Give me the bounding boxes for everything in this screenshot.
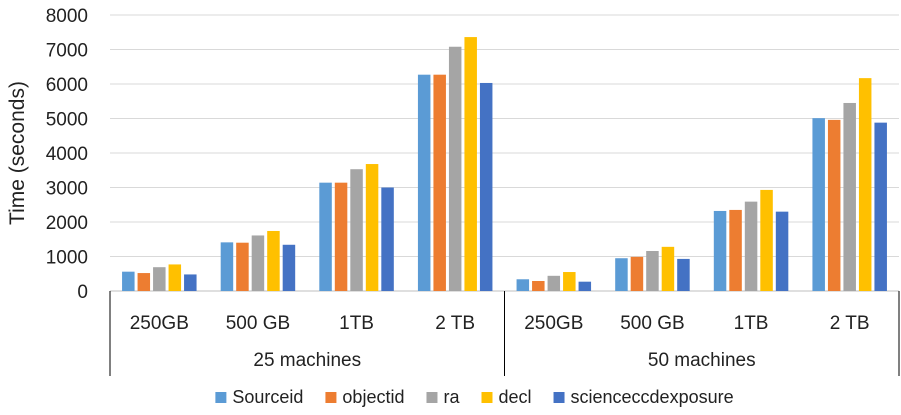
y-axis-label: Time (seconds): [6, 81, 29, 225]
legend-label: decl: [498, 387, 531, 407]
x-tick-label: 2 TB: [435, 313, 475, 334]
bar-scienceccdexposure: [479, 82, 493, 291]
x-group-label: 25 machines: [253, 350, 361, 371]
bar-objectid: [433, 74, 446, 291]
x-tick-label: 2 TB: [830, 313, 870, 334]
bar-scienceccdexposure: [775, 211, 789, 291]
x-tick-label: 1TB: [339, 313, 374, 334]
bar-objectid: [630, 256, 644, 291]
legend-label: Sourceid: [232, 387, 303, 407]
bar-objectid: [137, 273, 151, 291]
bar-sourceid: [220, 242, 234, 291]
y-axis-tick-labels: 0 1000 2000 3000 4000 5000 6000 7000 8000: [46, 6, 88, 303]
bar-sourceid: [812, 118, 825, 291]
bar-ra: [251, 235, 265, 291]
y-tick-label: 5000: [46, 110, 88, 131]
legend: Sourceid objectid ra decl scienceccdexposure: [215, 387, 734, 407]
bar-ra: [153, 267, 166, 291]
bar-sourceid: [122, 271, 135, 291]
bar-objectid: [334, 182, 348, 291]
bar-decl: [858, 78, 872, 291]
bar-sourceid: [713, 210, 727, 291]
bars: [122, 37, 887, 291]
bar-scienceccdexposure: [874, 122, 887, 291]
bar-objectid: [532, 280, 545, 291]
x-group-label: 50 machines: [648, 350, 756, 371]
y-tick-label: 0: [77, 282, 88, 303]
legend-item: ra: [426, 387, 460, 407]
bar-objectid: [827, 119, 841, 291]
bar-scienceccdexposure: [184, 274, 197, 291]
legend-swatch: [553, 392, 565, 403]
y-tick-label: 3000: [46, 179, 88, 200]
legend-item: decl: [481, 387, 532, 407]
bar-ra: [350, 169, 363, 291]
legend-swatch: [215, 392, 227, 403]
bar-ra: [448, 46, 462, 291]
bar-ra: [843, 102, 856, 291]
x-tick-label: 500 GB: [226, 313, 290, 334]
bar-sourceid: [417, 74, 431, 291]
x-tick-label: 1TB: [734, 313, 769, 334]
bar-decl: [168, 264, 182, 291]
bar-scienceccdexposure: [381, 187, 394, 291]
bar-decl: [661, 246, 675, 291]
legend-label: scienceccdexposure: [571, 387, 734, 407]
x-tick-label: 250GB: [130, 313, 189, 334]
bar-sourceid: [615, 258, 628, 291]
bar-scienceccdexposure: [578, 281, 592, 291]
bar-decl: [365, 164, 379, 291]
bar-decl: [760, 189, 773, 291]
legend-item: scienceccdexposure: [553, 387, 734, 407]
y-tick-label: 7000: [46, 41, 88, 62]
legend-label: ra: [443, 387, 460, 407]
legend-swatch: [481, 392, 493, 403]
bar-decl: [267, 230, 280, 291]
y-tick-label: 8000: [46, 6, 88, 27]
bar-ra: [547, 275, 561, 291]
y-tick-label: 2000: [46, 213, 88, 234]
bar-objectid: [729, 209, 742, 291]
y-tick-label: 6000: [46, 75, 88, 96]
bar-scienceccdexposure: [282, 244, 296, 291]
x-tick-label: 500 GB: [620, 313, 684, 334]
legend-swatch: [325, 392, 337, 403]
bar-decl: [563, 272, 576, 291]
legend-item: Sourceid: [215, 387, 303, 407]
legend-label: objectid: [342, 387, 404, 407]
legend-item: objectid: [325, 387, 404, 407]
bar-sourceid: [319, 182, 332, 291]
x-tick-label: 250GB: [524, 313, 583, 334]
bar-ra: [646, 250, 659, 291]
x-axis: 250GB 500 GB 1TB 2 TB 250GB 500 GB 1TB 2 TB 25 m…: [109, 291, 900, 376]
y-tick-label: 4000: [46, 144, 88, 165]
bar-objectid: [236, 242, 249, 291]
legend-swatch: [426, 392, 438, 403]
y-tick-label: 1000: [46, 248, 88, 269]
bar-scienceccdexposure: [677, 258, 690, 291]
bar-decl: [464, 37, 477, 291]
bar-ra: [744, 201, 758, 291]
bar-sourceid: [516, 279, 530, 291]
